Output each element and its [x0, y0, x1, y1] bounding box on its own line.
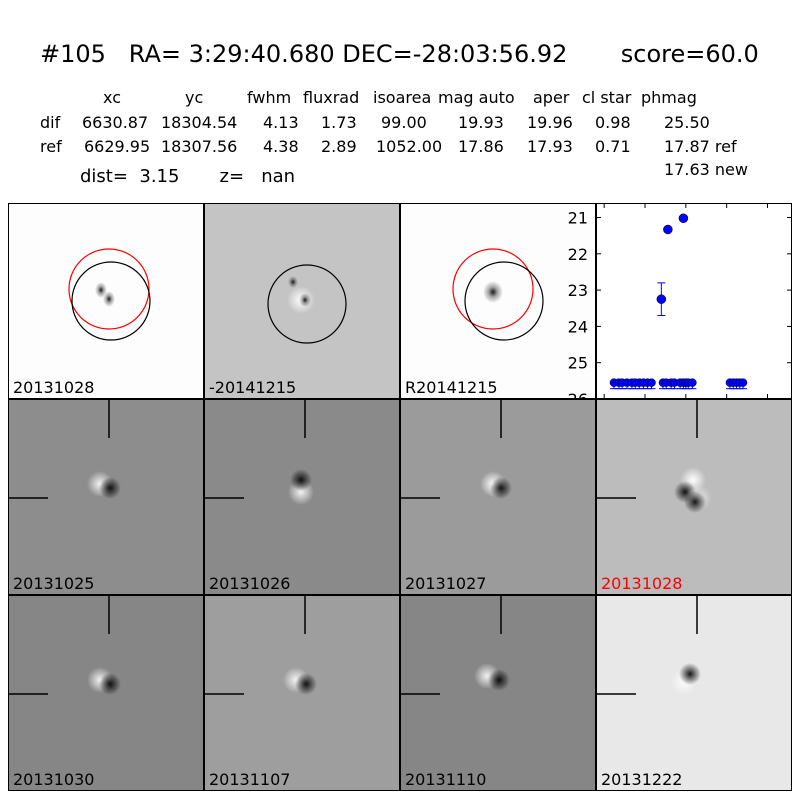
difference-aperture-circle	[267, 264, 347, 344]
top-cutout-panel: 20131028	[8, 203, 204, 399]
cutout-image	[267, 264, 347, 344]
difference-aperture-circle	[71, 261, 151, 341]
panel-date-label: 20131110	[405, 770, 487, 789]
table-cell: 4.38	[263, 137, 299, 156]
panel-date-label: 20131107	[209, 770, 291, 789]
table-cell: 6630.87	[82, 113, 149, 132]
table-cell: 4.13	[263, 113, 299, 132]
plot-frame	[596, 203, 792, 399]
cutout-image	[9, 596, 121, 695]
y-tick-label: 21	[568, 209, 588, 228]
history-cutout-panel: 20131026	[204, 399, 400, 595]
data-point	[663, 224, 673, 235]
residual-dark-lobe	[684, 491, 706, 513]
y-tick-label: 22	[568, 245, 588, 264]
history-cutout-panel: 20131028	[596, 399, 792, 595]
residual-dark-lobe	[299, 293, 311, 307]
history-cutout-panel: 20131025	[8, 399, 204, 595]
table-cell: 6629.95	[84, 137, 151, 156]
reference-aperture-circle	[452, 248, 534, 330]
top-cutout-panel: -20141215	[204, 203, 400, 399]
cutout-image	[597, 596, 701, 695]
column-header: isoarea	[373, 88, 432, 107]
table-cell: 0.71	[595, 137, 631, 156]
residual-dark-lobe	[488, 669, 510, 691]
table-cell: 18307.56	[161, 137, 238, 156]
panel-date-label: 20131028	[13, 378, 95, 397]
panel-date-label: 20131030	[13, 770, 95, 789]
panel-date-label: 20131027	[405, 574, 487, 593]
table-cell: 17.86	[458, 137, 504, 156]
residual-dark-lobe	[99, 673, 121, 695]
panel-date-label: -20141215	[209, 378, 297, 397]
history-cutout-panel: 20131030	[8, 595, 204, 791]
residual-dark-lobe	[295, 673, 317, 695]
column-header: xc	[103, 88, 121, 107]
cutout-image	[68, 248, 151, 341]
table-cell: 19.93	[458, 113, 504, 132]
table-cell: 25.50	[664, 113, 710, 132]
star-blob	[483, 281, 503, 303]
lightcurve-panel: 212223242526−100−50050100	[568, 203, 792, 421]
difference-aperture-circle	[464, 261, 544, 341]
column-header: aper	[533, 88, 570, 107]
star-blob	[103, 291, 115, 307]
table-cell: 17.87 ref	[664, 137, 737, 156]
residual-dark-lobe	[679, 663, 701, 685]
cutout-image	[452, 248, 544, 341]
reference-aperture-circle	[68, 248, 150, 330]
column-header: yc	[185, 88, 204, 107]
y-tick-label: 24	[568, 317, 588, 336]
table-cell: 1.73	[321, 113, 357, 132]
cutout-image	[401, 596, 510, 695]
history-cutout-panel: 20131107	[204, 595, 400, 791]
cutout-image	[205, 596, 317, 695]
panel-date-label: 20131026	[209, 574, 291, 593]
panel-date-label: 20131025	[13, 574, 95, 593]
column-header: fluxrad	[303, 88, 360, 107]
row-label-ref: ref	[40, 137, 62, 156]
table-cell: 1052.00	[376, 137, 443, 156]
star-blob	[95, 282, 107, 298]
table-cell: 0.98	[595, 113, 631, 132]
y-tick-label: 25	[568, 354, 588, 373]
page-title: #105 RA= 3:29:40.680 DEC=-28:03:56.92 sc…	[40, 40, 759, 68]
table-cell: 19.96	[527, 113, 573, 132]
data-point	[656, 294, 667, 304]
column-header: phmag	[641, 88, 697, 107]
cutout-grid: 20131028-20141215R20141215212223242526−1…	[8, 203, 793, 791]
panel-date-label: 20131028	[601, 574, 683, 593]
table-cell: 2.89	[321, 137, 357, 156]
column-header: mag auto	[438, 88, 515, 107]
panel-date-label: R20141215	[405, 378, 498, 397]
column-header: cl star	[582, 88, 632, 107]
history-cutout-panel: 20131222	[596, 595, 792, 791]
data-point	[678, 213, 689, 223]
upper-limit-point	[688, 378, 697, 387]
table-cell: 99.00	[381, 113, 427, 132]
lightcurve-plot: 212223242526−100−50050100	[568, 203, 792, 421]
upper-limit-point	[647, 378, 656, 387]
residual-dark-lobe	[290, 469, 312, 491]
cutout-image	[401, 400, 512, 499]
cutout-image	[597, 400, 712, 513]
history-cutout-panel: 20131027	[400, 399, 596, 595]
column-header: fwhm	[247, 88, 292, 107]
y-tick-label: 23	[568, 281, 588, 300]
row-label-dif: dif	[40, 113, 61, 132]
panel-date-label: 20131222	[601, 770, 683, 789]
new-mag-label: 17.63 new	[664, 160, 748, 179]
top-cutout-panel: R20141215	[400, 203, 596, 399]
upper-limit-point	[738, 378, 748, 387]
cutout-image	[205, 400, 314, 505]
table-cell: 18304.54	[161, 113, 238, 132]
cutout-image	[9, 400, 121, 499]
table-cell: 17.93	[527, 137, 573, 156]
residual-dark-lobe	[99, 477, 121, 499]
residual-dark-lobe	[288, 276, 298, 288]
history-cutout-panel: 20131110	[400, 595, 596, 791]
residual-dark-lobe	[490, 477, 512, 499]
distance-redshift-line: dist= 3.15 z= nan	[80, 166, 296, 187]
